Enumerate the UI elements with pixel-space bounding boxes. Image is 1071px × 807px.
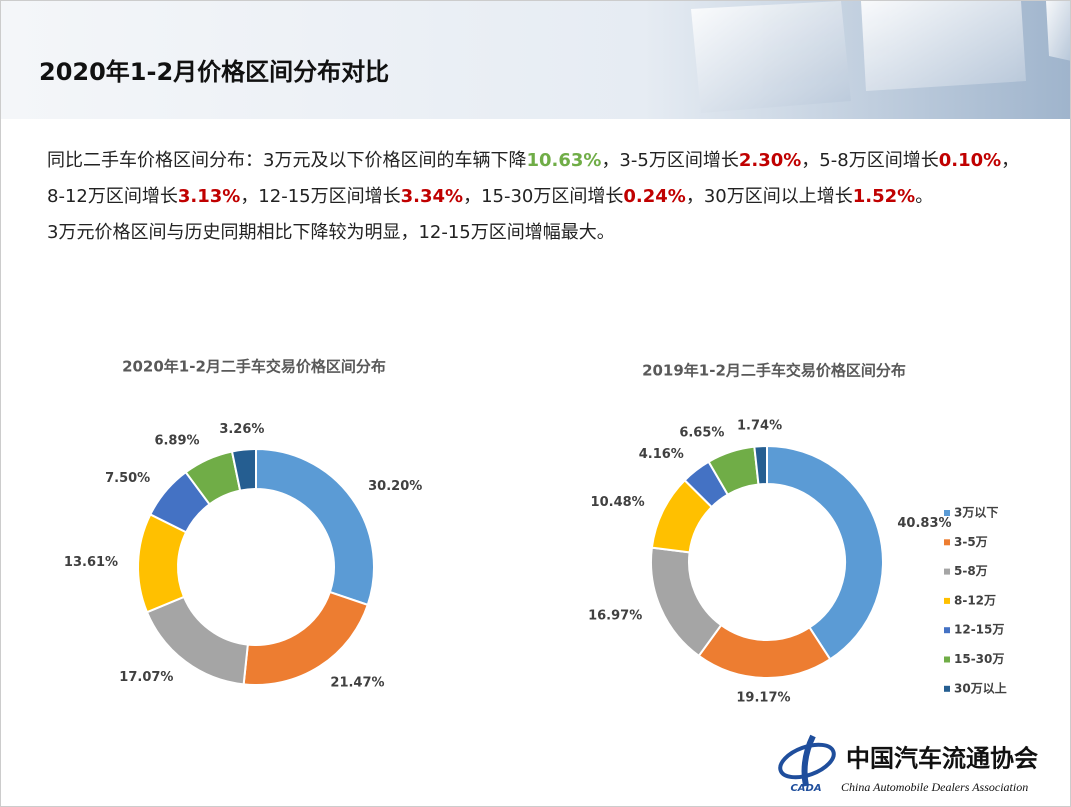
slide-title: 2020年1-2月价格区间分布对比 [39, 58, 389, 86]
legend-label: 8-12万 [954, 593, 996, 607]
highlight: 0.24% [623, 186, 686, 207]
text-run: ，30万区间以上增长 [685, 186, 853, 207]
paragraph: 3万元价格区间与历史同期相比下降较为明显，12-15万区间增幅最大。 [47, 222, 615, 243]
paragraph: 同比二手车价格区间分布：3万元及以下价格区间的车辆下降10.63%，3-5万区间… [47, 143, 1032, 215]
body-text: 同比二手车价格区间分布：3万元及以下价格区间的车辆下降10.63%，3-5万区间… [47, 143, 1032, 251]
data-label: 3.26% [219, 422, 264, 437]
highlight: 1.52% [852, 186, 916, 207]
donut-slice [697, 623, 832, 679]
logo: CADA 中国汽车流通协会 China Automobile Dealers A… [778, 734, 1038, 794]
highlight: 3.34% [400, 186, 464, 207]
data-label: 6.65% [679, 425, 724, 440]
text-run: ，8-12万区间增长 [47, 150, 1020, 207]
donut-slice [230, 447, 257, 492]
data-label: 7.50% [105, 471, 150, 486]
data-label: 16.97% [588, 609, 642, 624]
data-label: 40.83% [897, 516, 951, 531]
legend-label: 12-15万 [954, 623, 1004, 637]
legend-swatch [944, 568, 950, 575]
data-label: 1.74% [737, 419, 782, 434]
legend-label: 3-5万 [954, 535, 988, 549]
donut-slice [650, 546, 723, 658]
legend-label: 30万以上 [954, 680, 1007, 695]
legend-swatch [944, 597, 950, 604]
data-label: 30.20% [368, 479, 422, 494]
legend-label: 3万以下 [954, 506, 998, 520]
legend-swatch [944, 656, 950, 663]
data-label: 6.89% [154, 434, 199, 449]
chart-title: 2019年1-2月二手车交易价格区间分布 [642, 362, 906, 380]
donut-slice [753, 444, 768, 486]
donut-slice [255, 447, 375, 607]
legend-swatch [944, 685, 950, 692]
data-label: 4.16% [639, 447, 684, 462]
chart-title: 2020年1-2月二手车交易价格区间分布 [122, 358, 386, 376]
highlight: 2.30% [738, 150, 802, 171]
donut-slice [242, 590, 370, 686]
text-run: ，15-30万区间增长 [463, 186, 624, 207]
data-label: 21.47% [330, 676, 384, 691]
text-run: ，5-8万区间增长 [801, 150, 939, 171]
data-label: 19.17% [736, 690, 790, 705]
highlight: 10.63% [526, 150, 602, 171]
text-run: ，3-5万区间增长 [601, 150, 739, 171]
legend-label: 5-8万 [954, 564, 988, 578]
data-label: 13.61% [64, 555, 118, 570]
header-decor [691, 1, 1070, 113]
legend-swatch [944, 539, 950, 546]
highlight: 3.13% [177, 186, 241, 207]
legend-swatch [944, 510, 950, 516]
legend-label: 15-30万 [954, 652, 1004, 666]
text-run: ，12-15万区间增长 [240, 186, 401, 207]
text-run: 同比二手车价格区间分布：3万元及以下价格区间的车辆下降 [47, 150, 527, 171]
data-label: 10.48% [591, 495, 645, 510]
text-run: 。 [915, 186, 934, 207]
legend-swatch [944, 627, 950, 634]
data-label: 17.07% [119, 670, 173, 685]
donut-slice [766, 444, 884, 661]
logo-english: China Automobile Dealers Association [841, 780, 1028, 794]
logo-mark: CADA [790, 783, 821, 794]
highlight: 0.10% [938, 150, 1002, 171]
logo-name: 中国汽车流通协会 [846, 745, 1038, 773]
